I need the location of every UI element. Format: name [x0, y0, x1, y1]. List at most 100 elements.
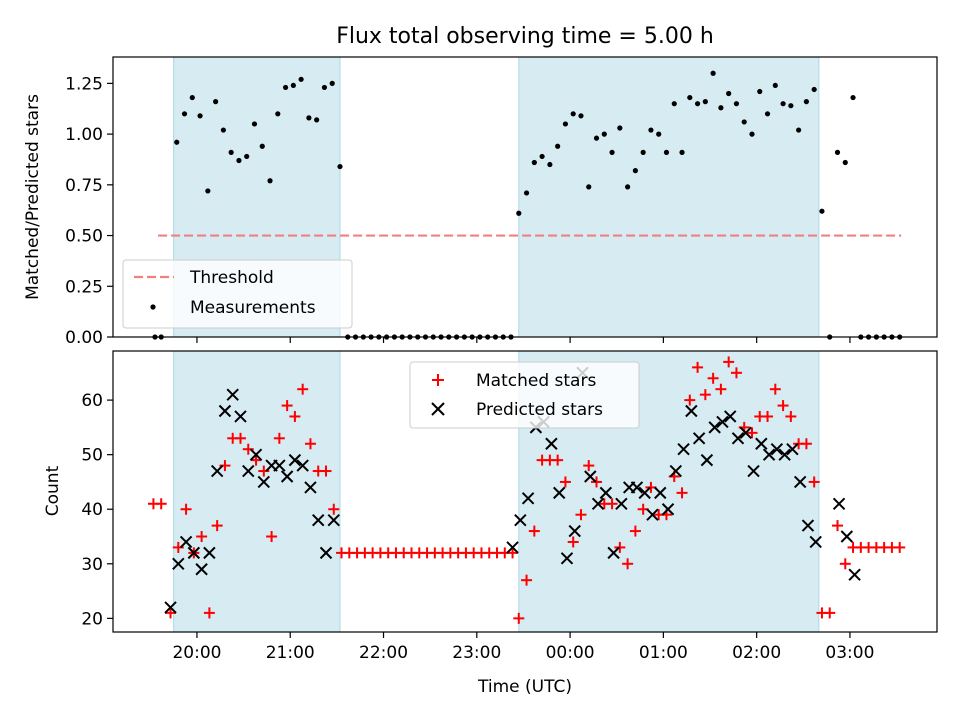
measurement-point — [687, 94, 693, 101]
measurement-point — [640, 149, 646, 155]
predicted-point — [848, 568, 861, 581]
x-tick-label: 02:00 — [732, 643, 781, 663]
matched-point — [289, 410, 301, 422]
x-tick-label: 21:00 — [266, 643, 315, 663]
predicted-point — [724, 410, 737, 423]
matched-point — [250, 454, 262, 466]
predicted-point — [545, 437, 558, 450]
matched-point — [591, 476, 603, 488]
matched-point — [567, 536, 579, 548]
bottom-legend: Matched stars Predicted stars — [409, 361, 640, 429]
measurement-point — [632, 168, 638, 174]
measurement-point — [570, 111, 576, 117]
predicted-point — [552, 486, 566, 500]
predicted-point — [226, 388, 239, 401]
predicted-stars-series — [164, 366, 861, 614]
matched-point — [723, 356, 735, 368]
measurement-point — [197, 113, 203, 119]
measurement-point — [329, 80, 335, 86]
measurement-point — [213, 99, 219, 105]
matched-point — [513, 612, 525, 624]
measurement-point — [244, 153, 250, 160]
predicted-point — [607, 546, 620, 560]
matched-point — [637, 503, 649, 515]
y-tick-label: 30 — [81, 555, 103, 575]
measurement-point — [314, 117, 320, 123]
matched-point — [606, 498, 618, 510]
matched-point — [320, 465, 332, 477]
measurement-point — [220, 127, 226, 133]
matched-point — [575, 509, 587, 521]
predicted-point — [164, 601, 177, 614]
measurement-point — [539, 153, 545, 160]
x-tick-label: 00:00 — [546, 643, 595, 663]
predicted-point — [172, 557, 185, 571]
predicted-point — [793, 475, 807, 489]
top-plot-frame — [112, 56, 938, 338]
matched-point — [155, 498, 167, 510]
measurement-point — [757, 88, 763, 95]
measurement-point — [663, 149, 670, 155]
predicted-point — [708, 421, 721, 434]
bottom-y-axis-ticks: 20 30 40 50 60 — [81, 391, 113, 629]
top-x-axis-ticks — [196, 337, 851, 343]
predicted-point — [630, 481, 644, 494]
predicted-point — [615, 497, 628, 510]
matched-legend-swatch — [432, 374, 444, 386]
top-y-axis-label: Matched/Predicted stars — [23, 94, 43, 300]
measurement-point — [710, 70, 716, 76]
measurement-point — [251, 121, 258, 127]
measurement-point — [275, 111, 281, 117]
matched-legend-label: Matched stars — [476, 371, 596, 391]
matched-point — [507, 547, 519, 559]
predicted-point — [304, 481, 317, 494]
y-tick-label: 0.75 — [65, 176, 103, 196]
matched-point — [839, 558, 851, 570]
x-tick-label: 01:00 — [639, 643, 688, 663]
predicted-point — [249, 448, 263, 461]
matched-point — [707, 372, 719, 384]
measurement-point — [578, 113, 584, 119]
matched-point — [304, 438, 316, 450]
predicted-point — [312, 513, 325, 527]
predicted-point — [762, 448, 776, 461]
predicted-point — [646, 508, 659, 521]
predicted-point — [203, 546, 216, 560]
predicted-point — [296, 459, 309, 472]
predicted-point — [832, 497, 846, 510]
x-tick-label: 03:00 — [825, 643, 874, 663]
matched-point — [808, 476, 820, 488]
predicted-point — [288, 453, 302, 467]
predicted-point — [319, 546, 333, 560]
top-shaded-intervals — [173, 56, 820, 338]
measurement-point — [267, 178, 273, 184]
measurement-point — [671, 101, 677, 107]
top-legend-frame — [122, 259, 353, 329]
predicted-point — [700, 453, 714, 467]
matched-point — [692, 361, 704, 373]
measurement-point — [694, 101, 701, 107]
measurement-point — [228, 149, 234, 155]
predicted-point — [809, 535, 822, 549]
matched-point — [777, 400, 789, 412]
matched-point — [824, 607, 836, 619]
predicted-point — [560, 552, 574, 565]
y-tick-label: 1.25 — [65, 74, 103, 94]
predicted-point — [218, 404, 232, 418]
predicted-point — [801, 519, 815, 532]
matched-point — [800, 438, 812, 450]
predicted-point — [739, 426, 752, 440]
x-tick-label: 20:00 — [172, 643, 221, 663]
predicted-point — [747, 464, 760, 478]
measurement-point — [780, 101, 786, 107]
predicted-point — [514, 513, 527, 527]
predicted-point — [195, 563, 208, 576]
top-y-axis-ticks: 0.00 0.25 0.50 0.75 1.00 1.25 — [65, 74, 113, 348]
matched-point — [676, 487, 688, 499]
y-tick-label: 50 — [81, 446, 103, 466]
predicted-legend-label: Predicted stars — [476, 400, 603, 420]
measurement-point — [733, 101, 740, 107]
predicted-point — [591, 497, 605, 510]
measurement-point — [764, 111, 771, 117]
measurement-point — [547, 161, 553, 168]
